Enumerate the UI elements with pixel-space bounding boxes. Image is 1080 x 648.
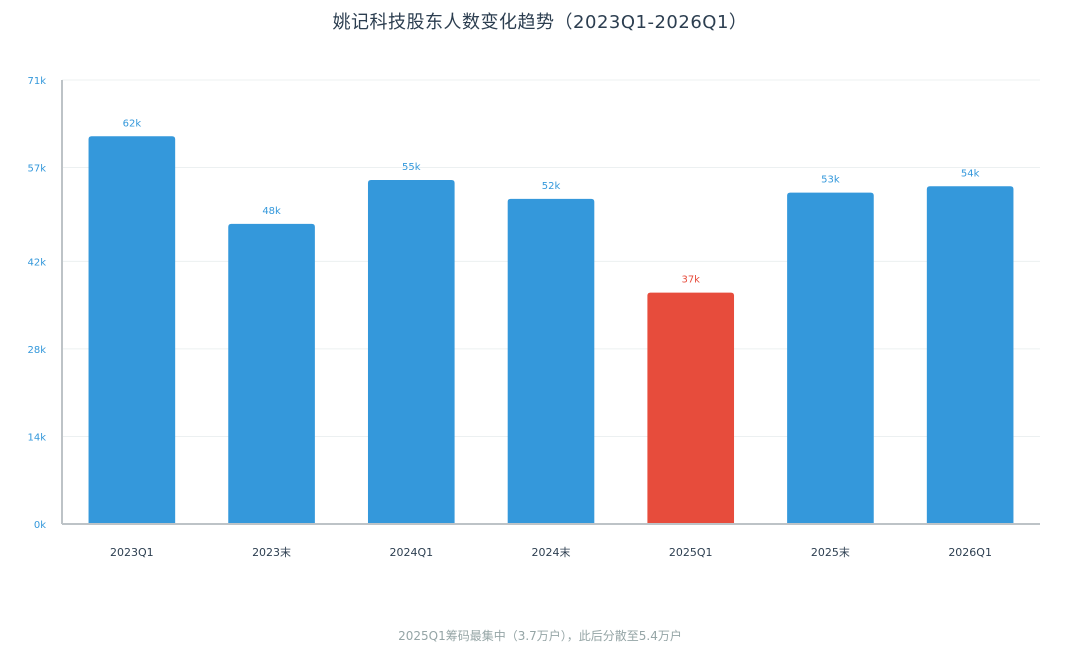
y-tick-label: 42k xyxy=(27,257,46,268)
data-label: 53k xyxy=(821,175,840,186)
bars xyxy=(88,136,1014,525)
bar-2024末 xyxy=(507,198,595,524)
data-label: 62k xyxy=(123,118,142,129)
data-label: 48k xyxy=(262,206,281,217)
data-label: 55k xyxy=(402,162,421,173)
y-tick-label: 28k xyxy=(27,345,46,356)
y-tick-label: 0k xyxy=(34,520,46,531)
y-tick-label: 57k xyxy=(27,164,46,175)
y-tick-label: 71k xyxy=(27,76,46,87)
data-label: 52k xyxy=(542,181,561,192)
bar-2025末 xyxy=(787,192,874,524)
axes: 0k 14k 28k 42k 57k 71k 2023Q1 2023末 2024Q1 2024末 2… xyxy=(27,76,1040,559)
x-tick-label: 2023Q1 xyxy=(110,546,154,559)
chart-footnote: 2025Q1筹码最集中（3.7万户），此后分散至5.4万户 xyxy=(398,629,682,643)
bar-2026Q1 xyxy=(926,186,1014,524)
data-labels: 62k 48k 55k 52k 37k 53k 54k xyxy=(123,118,980,285)
chart-title: 姚记科技股东人数变化趋势（2023Q1-2026Q1） xyxy=(332,12,748,33)
x-tick-label: 2024末 xyxy=(532,545,571,559)
bar-2025Q1 xyxy=(647,292,735,524)
x-tick-label: 2025末 xyxy=(811,545,850,559)
x-tick-label: 2026Q1 xyxy=(948,546,992,559)
x-tick-label: 2024Q1 xyxy=(389,546,433,559)
data-label: 37k xyxy=(681,275,700,286)
y-tick-label: 14k xyxy=(27,432,46,443)
x-tick-label: 2023末 xyxy=(252,545,291,559)
data-label: 54k xyxy=(961,168,980,179)
bar-2023Q1 xyxy=(88,136,176,525)
x-tick-label: 2025Q1 xyxy=(669,546,713,559)
bar-2023末 xyxy=(228,223,315,524)
bar-2024Q1 xyxy=(367,180,455,524)
